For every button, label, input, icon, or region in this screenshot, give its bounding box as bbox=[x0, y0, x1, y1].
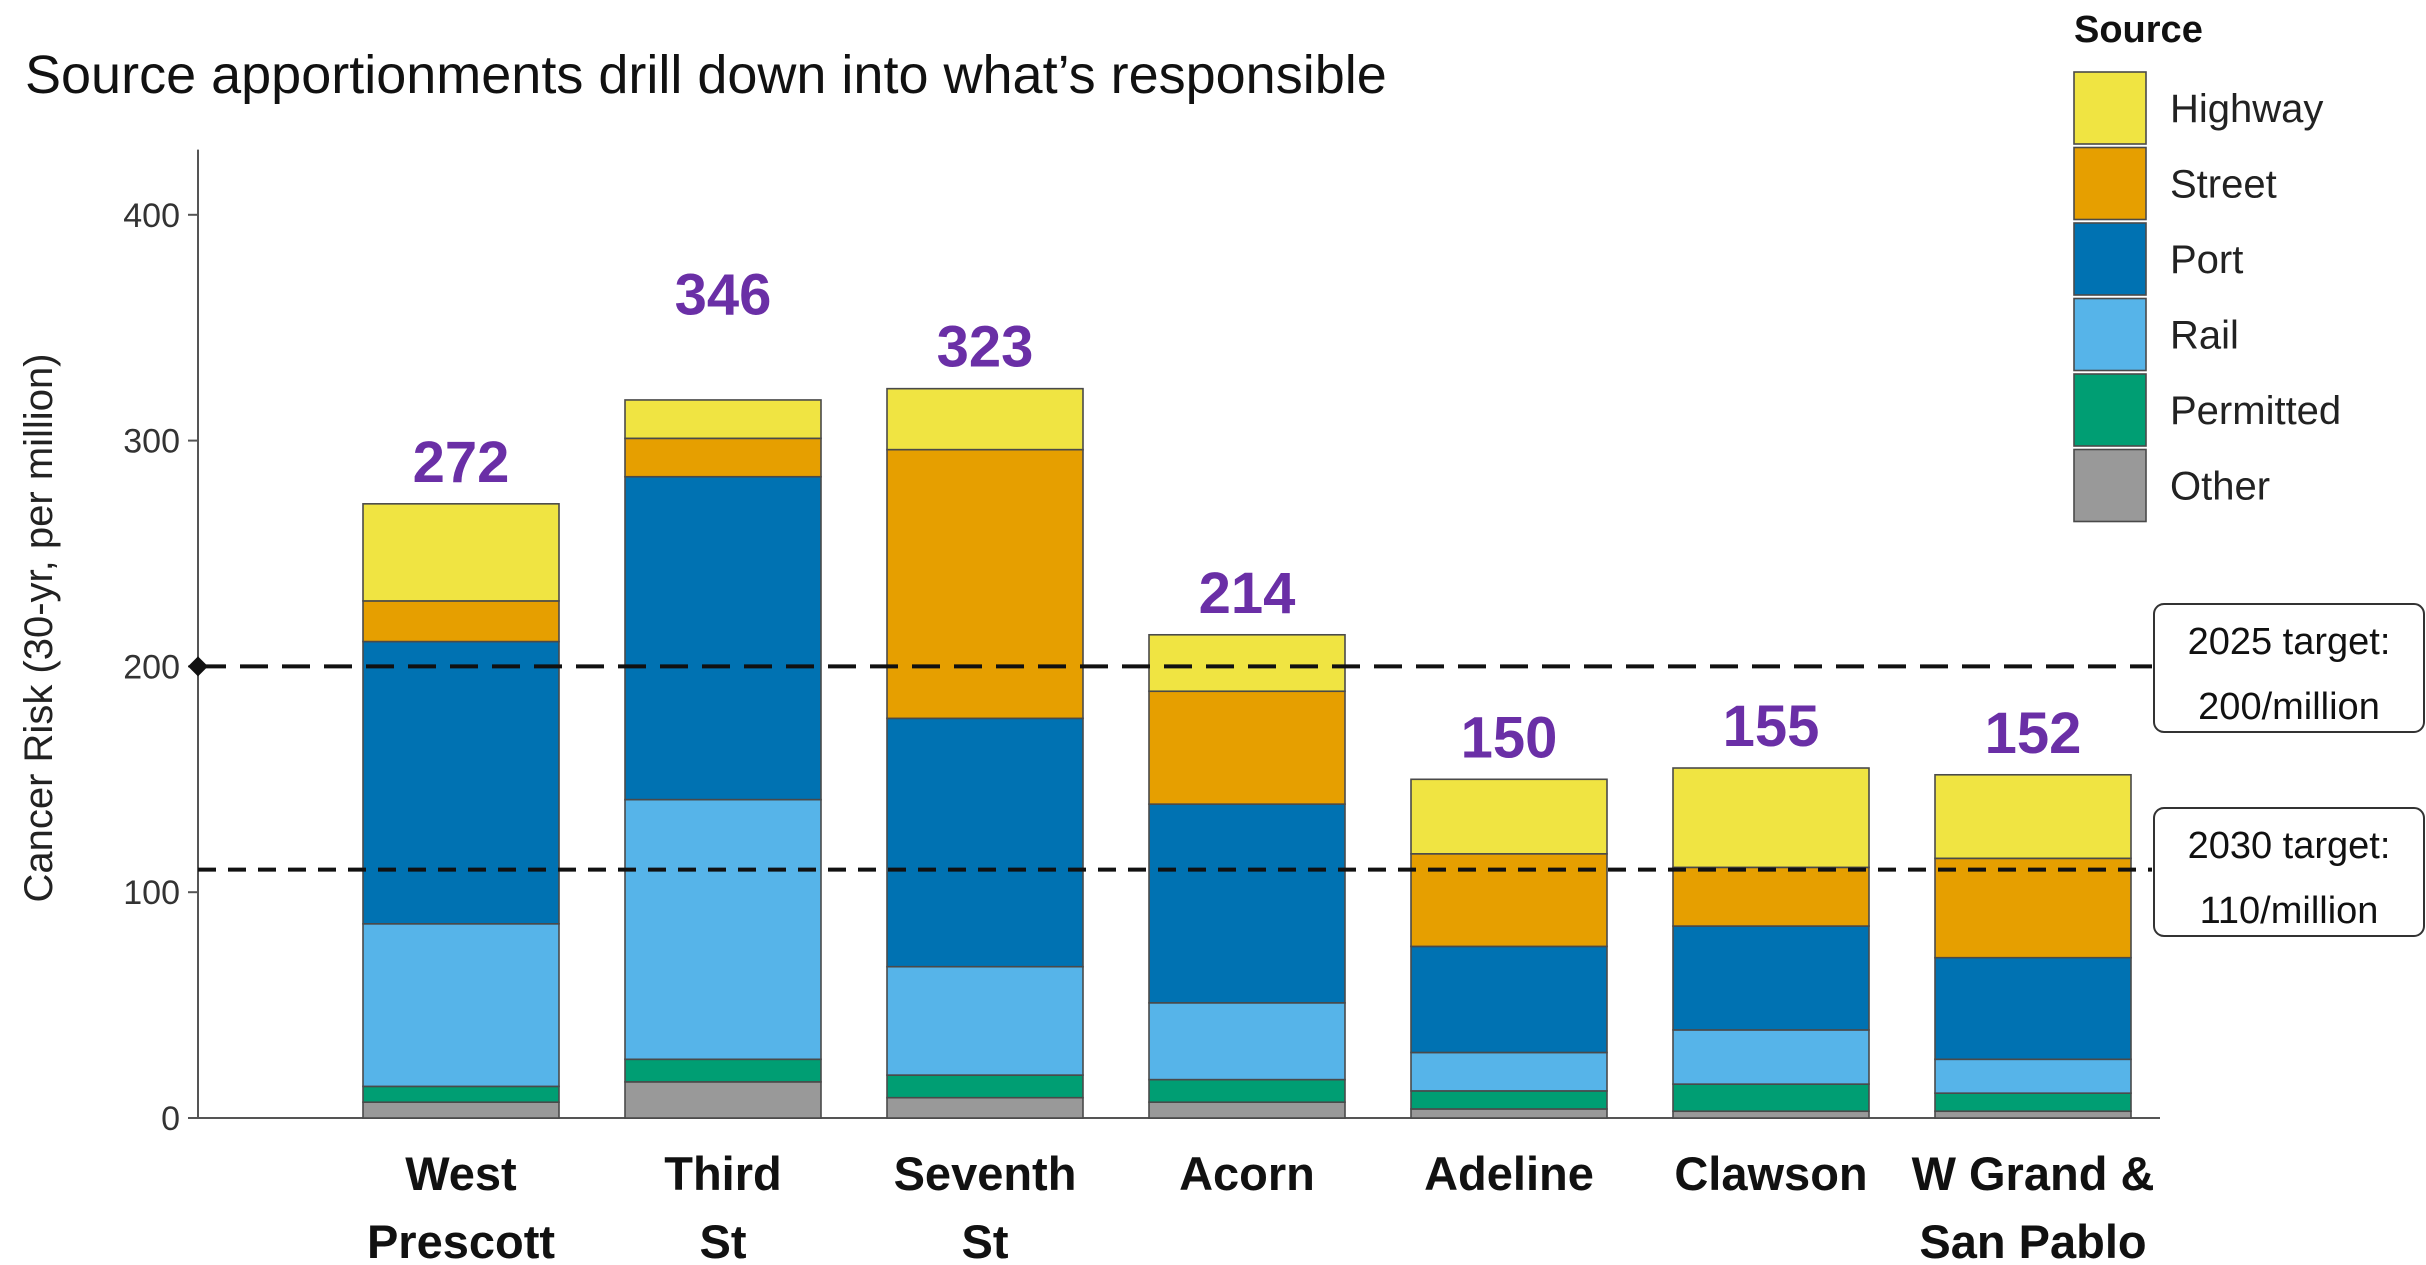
bar-segment-other bbox=[1148, 1101, 1346, 1119]
bar-segment-rail bbox=[1934, 1058, 2132, 1094]
target-marker bbox=[188, 656, 208, 677]
bar-segment-highway bbox=[1672, 767, 1870, 869]
bar-segment-street bbox=[1934, 857, 2132, 959]
y-axis-title: Cancer Risk (30-yr, per million) bbox=[17, 353, 61, 902]
x-tick-label: St bbox=[700, 1215, 747, 1265]
total-label: 272 bbox=[413, 430, 510, 495]
bar-segment-port bbox=[886, 717, 1084, 968]
x-tick-label: W Grand & bbox=[1912, 1147, 2155, 1200]
legend-label: Street bbox=[2170, 163, 2277, 207]
target-label: 2025 target: bbox=[2188, 621, 2391, 663]
total-label: 155 bbox=[1723, 694, 1820, 759]
total-label: 214 bbox=[1199, 561, 1296, 626]
bar-segment-rail bbox=[1148, 1002, 1346, 1081]
legend-swatch-permitted bbox=[2073, 373, 2147, 447]
bar-segment-rail bbox=[1672, 1029, 1870, 1085]
bar-segment-permitted bbox=[1934, 1092, 2132, 1113]
total-label: 152 bbox=[1985, 701, 2082, 766]
legend-swatch-rail bbox=[2073, 297, 2147, 372]
target-label: 200/million bbox=[2198, 686, 2380, 728]
bar-segment-street bbox=[1148, 690, 1346, 805]
x-tick-label: Third bbox=[664, 1147, 781, 1200]
bar-segment-highway bbox=[1934, 773, 2132, 860]
x-tick-label: Prescott bbox=[367, 1215, 555, 1265]
legend-swatch-highway bbox=[2073, 71, 2147, 145]
bar-segment-port bbox=[1148, 803, 1346, 1004]
legend-label: Permitted bbox=[2170, 389, 2341, 433]
target-annotations: 2025 target: 200/million 2030 target: 110/m… bbox=[2153, 603, 2425, 937]
bar-segment-street bbox=[1672, 866, 1870, 927]
y-tick-label: 200 bbox=[123, 648, 180, 686]
target-box bbox=[2153, 603, 2425, 733]
bar-segment-highway bbox=[886, 387, 1084, 451]
bar-segment-highway bbox=[1410, 778, 1608, 855]
bar-segment-other bbox=[1672, 1110, 1870, 1119]
x-tick-label: Seventh bbox=[894, 1147, 1077, 1200]
bar-segment-permitted bbox=[624, 1058, 822, 1083]
bar-segment-other bbox=[362, 1101, 560, 1119]
bar-segment-highway bbox=[624, 399, 822, 440]
bar-segment-port bbox=[1934, 956, 2132, 1061]
bar-segment-permitted bbox=[362, 1085, 560, 1103]
legend-label: Rail bbox=[2170, 314, 2239, 358]
total-labels: 272 346 323 214 150 155 152 bbox=[413, 263, 2082, 771]
bar-segment-port bbox=[624, 475, 822, 801]
x-tick-label: West bbox=[405, 1147, 517, 1200]
bar-segment-highway bbox=[1148, 633, 1346, 693]
total-label: 323 bbox=[937, 315, 1034, 380]
bar-segment-other bbox=[1934, 1110, 2132, 1119]
bar-segment-permitted bbox=[1148, 1078, 1346, 1103]
bar-segment-port bbox=[362, 640, 560, 925]
bar-segment-permitted bbox=[1410, 1090, 1608, 1110]
y-tick-label: 400 bbox=[123, 197, 180, 235]
legend-swatch-street bbox=[2073, 146, 2147, 221]
x-tick-label: Acorn bbox=[1179, 1147, 1315, 1200]
bar-segment-permitted bbox=[886, 1074, 1084, 1099]
bar-segment-street bbox=[886, 448, 1084, 720]
y-tick-label: 300 bbox=[123, 423, 180, 461]
chart-title: Source apportionments drill down into wh… bbox=[25, 45, 1387, 105]
y-tick-label: 0 bbox=[161, 1100, 180, 1138]
bar-segment-other bbox=[624, 1081, 822, 1119]
reference-lines bbox=[188, 656, 2152, 872]
bar-segment-rail bbox=[362, 923, 560, 1088]
category-labels: West Prescott Third St Seventh St Acorn Adeline… bbox=[367, 1147, 2154, 1265]
bar-segment-port bbox=[1672, 925, 1870, 1031]
legend-label: Other bbox=[2170, 465, 2270, 509]
bar-segment-highway bbox=[362, 503, 560, 602]
bar-segment-rail bbox=[1410, 1051, 1608, 1092]
bars bbox=[362, 387, 2132, 1119]
bar-segment-port bbox=[1410, 945, 1608, 1054]
bar-segment-rail bbox=[886, 965, 1084, 1076]
x-tick-label: Adeline bbox=[1424, 1147, 1594, 1200]
bar-segment-street bbox=[362, 600, 560, 643]
target-label: 110/million bbox=[2200, 890, 2379, 932]
y-tick-label: 100 bbox=[123, 874, 180, 912]
bar-segment-street bbox=[624, 437, 822, 478]
total-label: 150 bbox=[1461, 705, 1558, 770]
legend-swatch-port bbox=[2073, 222, 2147, 296]
bar-segment-rail bbox=[624, 798, 822, 1061]
legend-swatch-other bbox=[2073, 448, 2147, 523]
target-label: 2030 target: bbox=[2188, 825, 2391, 867]
total-label: 346 bbox=[675, 263, 772, 328]
x-tick-label: Clawson bbox=[1674, 1147, 1867, 1200]
legend-title: Source bbox=[2074, 9, 2203, 51]
legend-label: Port bbox=[2170, 238, 2243, 282]
target-box bbox=[2153, 807, 2425, 937]
legend: Source Highway Street Port Rail Permitted Othe… bbox=[2073, 9, 2341, 523]
bar-segment-permitted bbox=[1672, 1083, 1870, 1113]
bar-segment-other bbox=[1410, 1108, 1608, 1119]
legend-label: Highway bbox=[2170, 87, 2323, 131]
bar-segment-other bbox=[886, 1096, 1084, 1119]
x-tick-label: St bbox=[962, 1215, 1009, 1265]
x-tick-label: San Pablo bbox=[1919, 1215, 2146, 1265]
